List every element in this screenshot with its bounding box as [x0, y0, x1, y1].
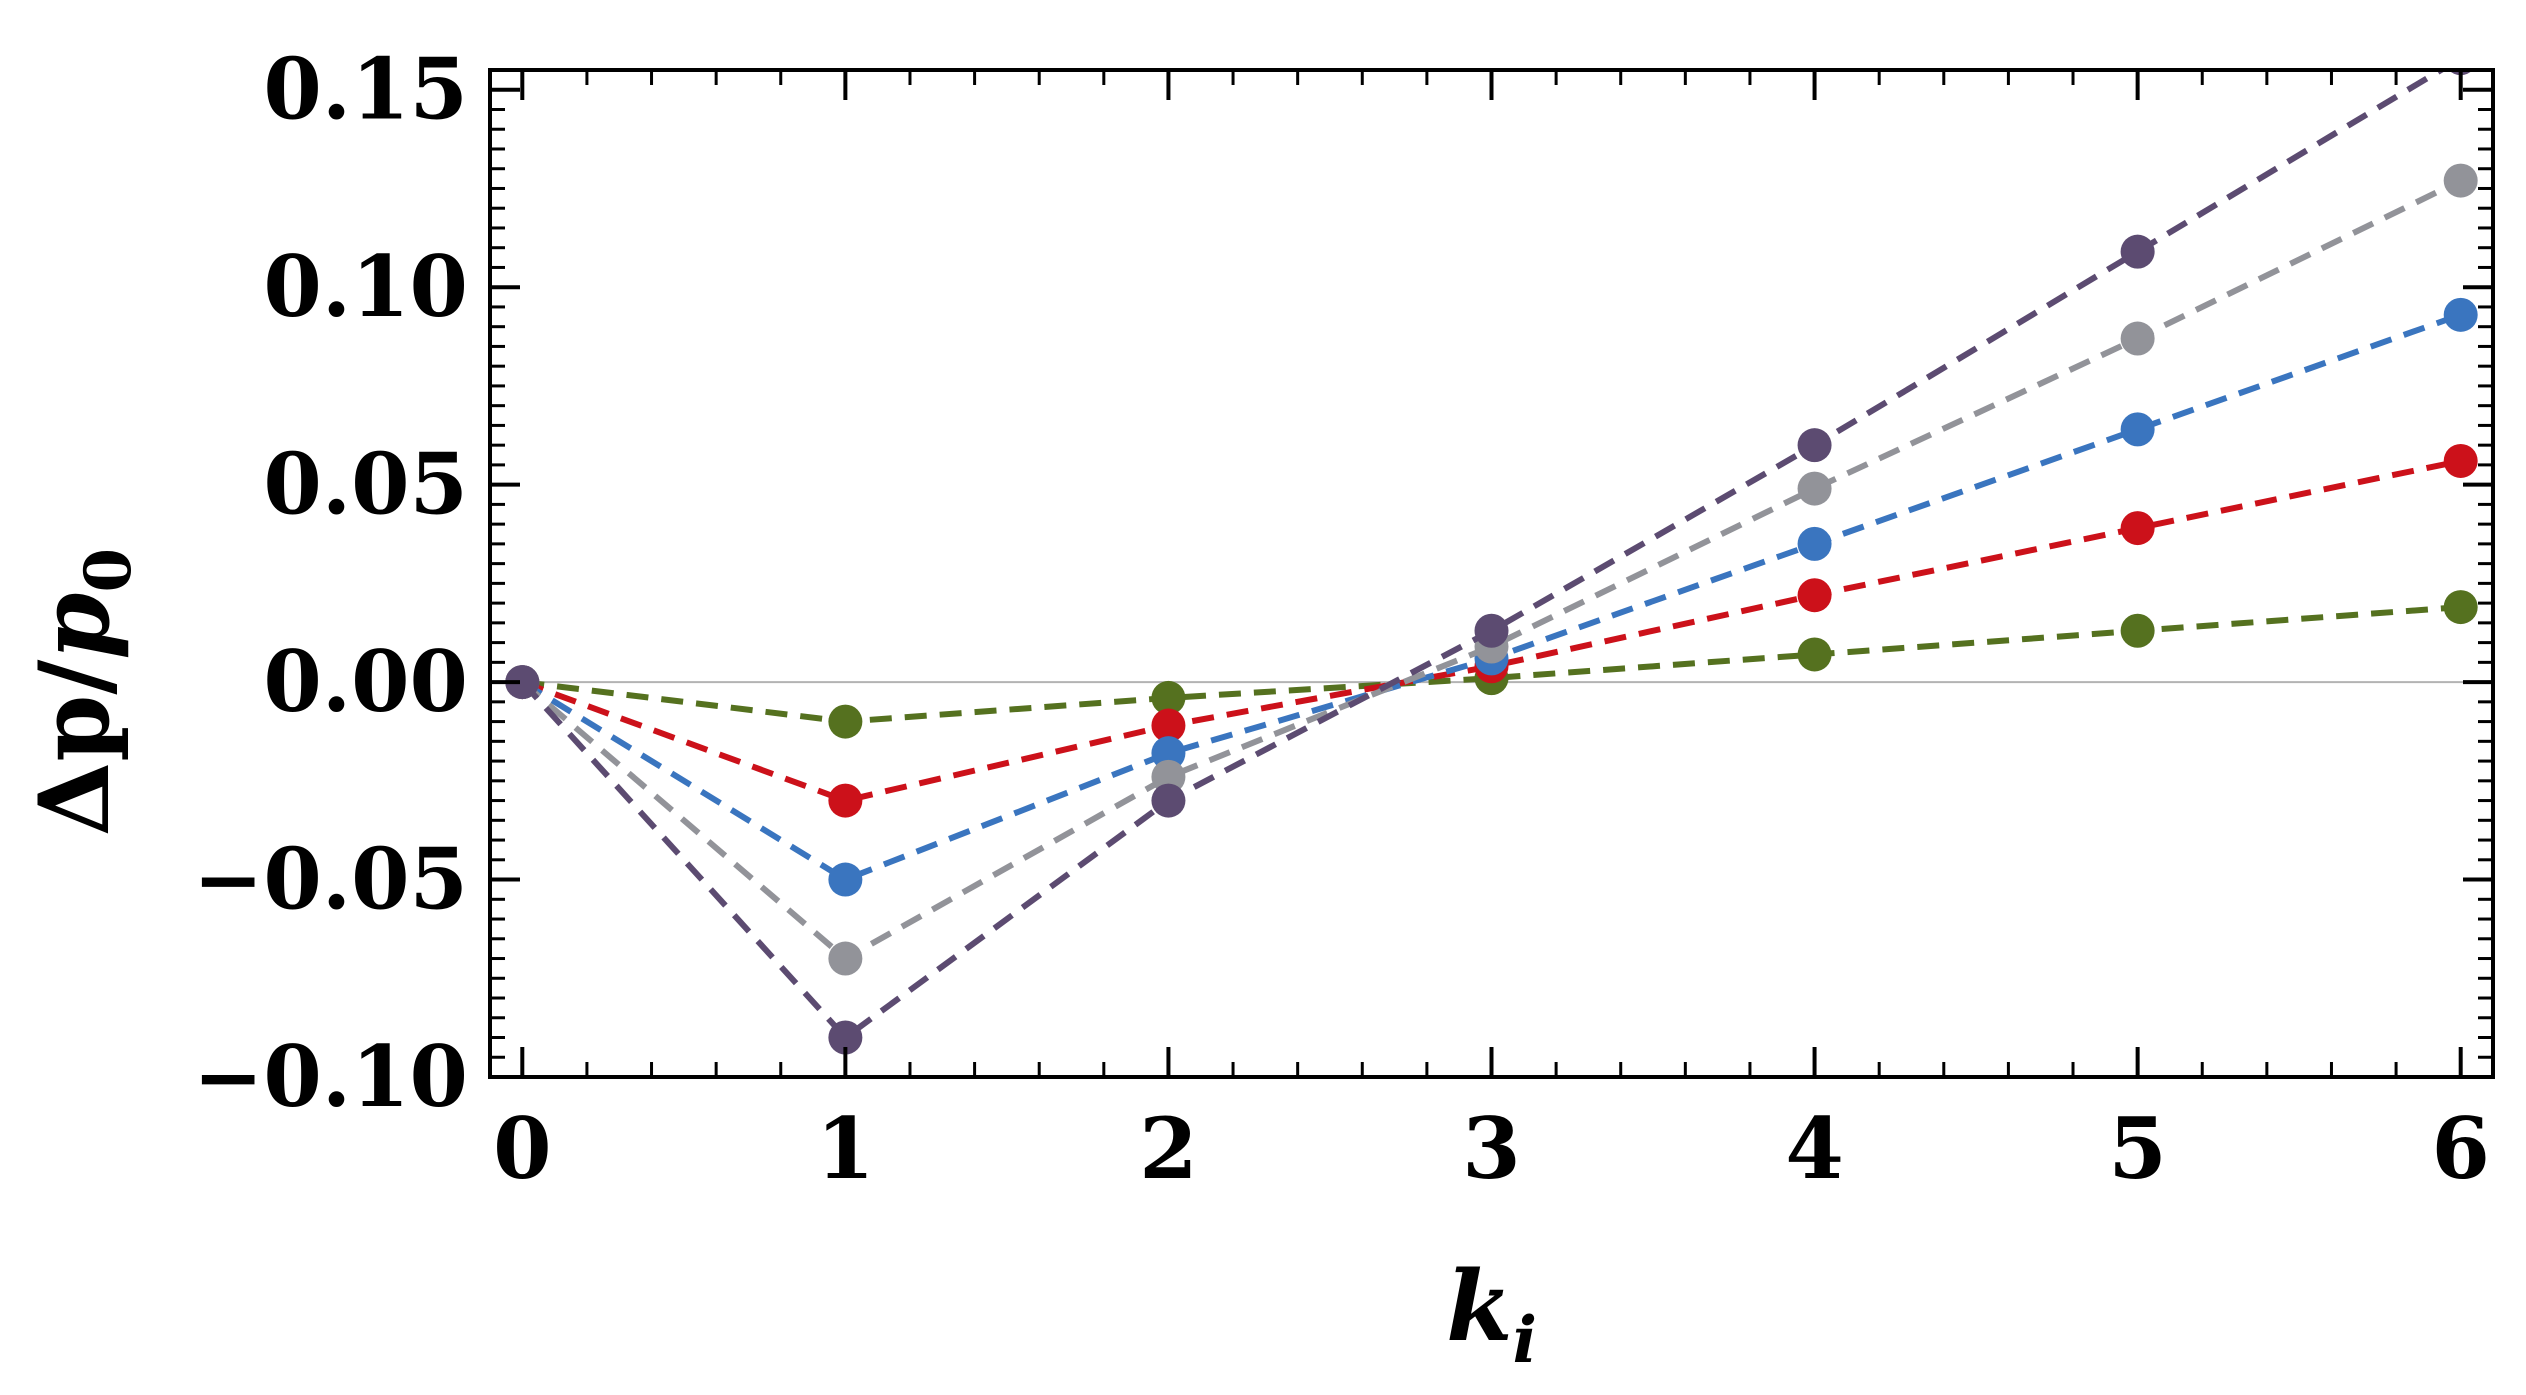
series-blue-point: [1797, 526, 1832, 561]
x-axis-title-main: k: [1446, 1250, 1513, 1363]
y-tick-label: −0.10: [193, 1027, 468, 1126]
x-tick-label: 1: [816, 1099, 874, 1198]
y-tick-label: 0.00: [263, 632, 468, 731]
series-green-point: [1151, 680, 1186, 715]
y-axis-title-main: Δp/: [18, 659, 131, 837]
series-blue: [505, 297, 2478, 897]
y-tick-label: −0.05: [193, 830, 468, 929]
series-purple-point: [1474, 613, 1509, 648]
x-tick-label: 2: [1139, 1099, 1197, 1198]
plot-frame-layer: [488, 68, 2495, 1079]
series-blue-line: [520, 311, 2462, 883]
series-red-point: [2443, 443, 2478, 478]
x-axis-title: ki: [1446, 1250, 1537, 1378]
tick-layer: [490, 68, 2493, 1079]
series-gray-point: [1797, 471, 1832, 506]
x-tick-label: 0: [493, 1099, 551, 1198]
x-tick-label: 3: [1462, 1099, 1520, 1198]
y-tick-label: 0.05: [263, 435, 468, 534]
series-purple-point: [2120, 234, 2155, 269]
x-tick-label: 4: [1785, 1099, 1843, 1198]
x-tick-label: 6: [2431, 1099, 2489, 1198]
y-axis-title: Δp/p0: [18, 548, 146, 836]
series-gray-point: [828, 941, 863, 976]
series-purple-point: [505, 665, 540, 700]
series-gray-point: [2443, 163, 2478, 198]
series-purple: [505, 70, 2473, 1055]
plot-frame: [488, 68, 2495, 1079]
y-tick-label: 0.10: [263, 237, 468, 336]
x-axis-title-subscript: i: [1513, 1303, 1537, 1378]
y-axis-title-italic: p: [18, 592, 131, 659]
series-blue-point: [828, 862, 863, 897]
series-purple-point: [828, 1020, 863, 1055]
series-red-point: [2120, 511, 2155, 546]
series-red-point: [828, 783, 863, 818]
series-red-point: [1797, 578, 1832, 613]
series-blue-point: [2443, 297, 2478, 332]
y-tick-label: 0.15: [263, 40, 468, 139]
x-tick-label: 5: [2108, 1099, 2166, 1198]
series-purple-point: [1797, 428, 1832, 463]
series-purple-line: [520, 70, 2447, 1042]
series-green-point: [2120, 613, 2155, 648]
series-blue-point: [2120, 412, 2155, 447]
series-purple-point: [1151, 783, 1186, 818]
series-gray-point: [2120, 321, 2155, 356]
series-red-point: [1151, 708, 1186, 743]
series-green-point: [1797, 637, 1832, 672]
series-gray-line: [520, 177, 2463, 963]
series-green: [505, 590, 2478, 739]
series-layer: [505, 70, 2478, 1055]
y-axis-title-subscript: 0: [71, 548, 146, 593]
series-blue-point: [1151, 736, 1186, 771]
series-green-point: [2443, 590, 2478, 625]
series-gray-point: [1151, 759, 1186, 794]
series-green-point: [828, 704, 863, 739]
